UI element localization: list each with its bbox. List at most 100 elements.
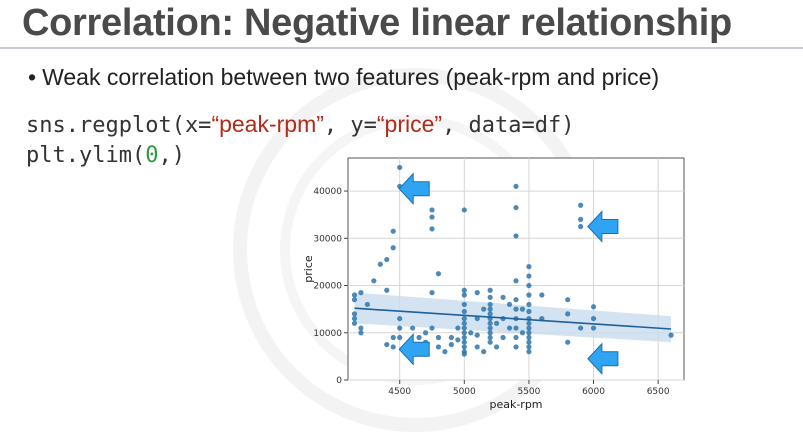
data-point	[429, 226, 435, 232]
data-point	[358, 325, 364, 331]
data-point	[364, 301, 370, 308]
data-point	[448, 334, 454, 341]
code-y-argument: “price”	[376, 111, 443, 137]
data-point	[390, 228, 396, 234]
data-point	[474, 290, 480, 296]
data-point	[526, 334, 532, 341]
data-point	[487, 294, 493, 300]
bullet-text: Weak correlation between two features (p…	[42, 64, 660, 90]
y-tick-label: 30000	[313, 234, 342, 244]
data-point	[429, 214, 435, 220]
data-point	[565, 297, 571, 303]
data-point	[390, 245, 396, 251]
scatter-plot: 4500 5000 5500 6000 6500 0 10000 20000 30000 4000…	[302, 157, 685, 411]
data-point	[448, 341, 454, 348]
data-point	[455, 325, 461, 331]
data-point	[397, 334, 403, 341]
data-point	[526, 308, 532, 315]
data-point	[397, 164, 403, 171]
y-tick-label: 0	[336, 376, 342, 386]
data-point	[461, 301, 467, 308]
data-point	[351, 311, 358, 317]
data-point	[668, 332, 674, 338]
data-point	[468, 330, 474, 336]
data-point	[487, 301, 493, 308]
data-point	[358, 330, 364, 336]
data-point	[435, 344, 442, 350]
data-point	[526, 292, 532, 298]
x-tick-label: 6500	[647, 387, 670, 397]
data-point	[526, 330, 532, 336]
data-point	[429, 290, 435, 296]
data-point	[565, 339, 571, 345]
data-point	[526, 339, 532, 345]
data-point	[539, 292, 545, 298]
data-point	[442, 349, 448, 355]
data-point	[461, 292, 467, 298]
data-point	[474, 344, 480, 350]
data-point	[513, 183, 519, 189]
data-point	[351, 297, 358, 303]
data-point	[526, 344, 532, 350]
data-point	[513, 204, 519, 211]
data-point	[506, 325, 513, 331]
y-tick-label: 40000	[313, 187, 342, 197]
data-point	[513, 233, 519, 239]
x-tick-label: 6000	[582, 387, 605, 397]
data-point	[590, 325, 597, 331]
data-point	[526, 282, 532, 289]
data-point	[461, 339, 467, 345]
data-point	[397, 325, 403, 331]
data-point	[377, 261, 383, 267]
data-point	[474, 315, 480, 322]
code-ylim-number: 0	[145, 143, 159, 168]
data-point	[526, 320, 532, 326]
data-point	[526, 273, 532, 279]
data-point	[590, 304, 597, 310]
data-point	[590, 315, 597, 322]
data-point	[461, 287, 467, 293]
data-point	[422, 330, 429, 336]
code-regplot-mid: , y=	[323, 113, 377, 138]
data-point	[351, 320, 358, 326]
code-ylim-prefix: plt.ylim(	[26, 143, 146, 168]
data-point	[500, 294, 506, 300]
code-line-ylim: plt.ylim(0,)	[26, 143, 185, 168]
data-point	[461, 320, 467, 326]
data-point	[481, 349, 487, 355]
data-point	[461, 325, 467, 331]
data-point	[513, 278, 519, 284]
data-point	[513, 297, 519, 303]
data-point	[565, 311, 571, 317]
data-point	[513, 325, 519, 331]
data-point	[384, 341, 390, 348]
y-tick-label: 20000	[313, 282, 342, 292]
bullet-point: • Weak correlation between two features (…	[28, 64, 659, 91]
data-point	[435, 334, 442, 341]
data-point	[487, 330, 493, 336]
data-point	[487, 306, 493, 312]
code-regplot-prefix: sns.regplot(x=	[26, 113, 212, 138]
data-point	[487, 339, 493, 345]
x-axis-label: peak-rpm	[489, 398, 542, 411]
x-tick-label: 5000	[453, 387, 476, 397]
data-point	[429, 325, 435, 331]
data-point	[481, 306, 487, 312]
data-point	[526, 325, 532, 331]
data-point	[578, 216, 584, 223]
regression-line	[354, 307, 672, 330]
data-point	[358, 290, 364, 296]
left-arrow-icon	[587, 342, 619, 376]
plot-area	[347, 157, 685, 381]
title-divider	[0, 47, 803, 49]
data-point	[506, 301, 513, 308]
data-point	[435, 271, 442, 277]
data-point	[487, 334, 493, 341]
data-point	[455, 337, 461, 343]
data-point	[513, 306, 519, 312]
data-point	[513, 334, 519, 341]
data-point	[461, 351, 467, 357]
data-point	[390, 334, 396, 341]
data-point	[461, 308, 467, 315]
left-arrow-icon	[398, 333, 430, 366]
